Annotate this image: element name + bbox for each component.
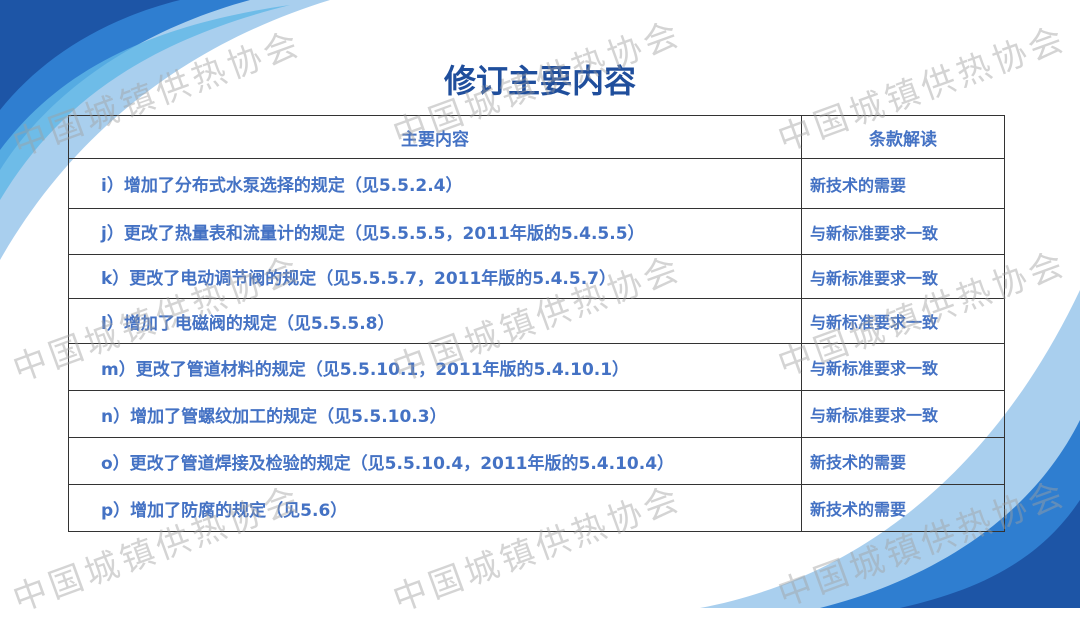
- table-row: o）更改了管道焊接及检验的规定（见5.5.10.4，2011年版的5.4.10.…: [68, 437, 1005, 485]
- table-row: j）更改了热量表和流量计的规定（见5.5.5.5，2011年版的5.4.5.5）…: [68, 208, 1005, 255]
- row-note: 与新标准要求一致: [801, 390, 1005, 438]
- table-row: k）更改了电动调节阀的规定（见5.5.5.7，2011年版的5.4.5.7） 与新…: [68, 254, 1005, 299]
- row-content: j）更改了热量表和流量计的规定（见5.5.5.5，2011年版的5.4.5.5）: [68, 208, 802, 255]
- row-content: p）增加了防腐的规定（见5.6）: [68, 484, 802, 532]
- row-note: 与新标准要求一致: [801, 343, 1005, 391]
- revision-table: 主要内容 条款解读 i）增加了分布式水泵选择的规定（见5.5.2.4） 新技术的需…: [68, 115, 1005, 532]
- table-row: i）增加了分布式水泵选择的规定（见5.5.2.4） 新技术的需要: [68, 158, 1005, 209]
- row-content: n）增加了管螺纹加工的规定（见5.5.10.3）: [68, 390, 802, 438]
- row-content: o）更改了管道焊接及检验的规定（见5.5.10.4，2011年版的5.4.10.…: [68, 437, 802, 485]
- header-main-content: 主要内容: [68, 115, 802, 159]
- table-row: n）增加了管螺纹加工的规定（见5.5.10.3） 与新标准要求一致: [68, 390, 1005, 438]
- table-row: p）增加了防腐的规定（见5.6） 新技术的需要: [68, 484, 1005, 532]
- row-note: 与新标准要求一致: [801, 208, 1005, 255]
- row-content: i）增加了分布式水泵选择的规定（见5.5.2.4）: [68, 158, 802, 209]
- header-clause-interpretation: 条款解读: [801, 115, 1005, 159]
- page-title: 修订主要内容: [443, 62, 636, 100]
- row-note: 新技术的需要: [801, 437, 1005, 485]
- row-note: 与新标准要求一致: [801, 298, 1005, 344]
- table-row: l）增加了电磁阀的规定（见5.5.5.8） 与新标准要求一致: [68, 298, 1005, 344]
- row-content: l）增加了电磁阀的规定（见5.5.5.8）: [68, 298, 802, 344]
- row-note: 与新标准要求一致: [801, 254, 1005, 299]
- table-header-row: 主要内容 条款解读: [68, 115, 1005, 159]
- row-content: k）更改了电动调节阀的规定（见5.5.5.7，2011年版的5.4.5.7）: [68, 254, 802, 299]
- table-row: m）更改了管道材料的规定（见5.5.10.1，2011年版的5.4.10.1）与…: [68, 343, 1005, 391]
- row-note: 新技术的需要: [801, 484, 1005, 532]
- row-content: m）更改了管道材料的规定（见5.5.10.1，2011年版的5.4.10.1）: [68, 343, 802, 391]
- row-note: 新技术的需要: [801, 158, 1005, 209]
